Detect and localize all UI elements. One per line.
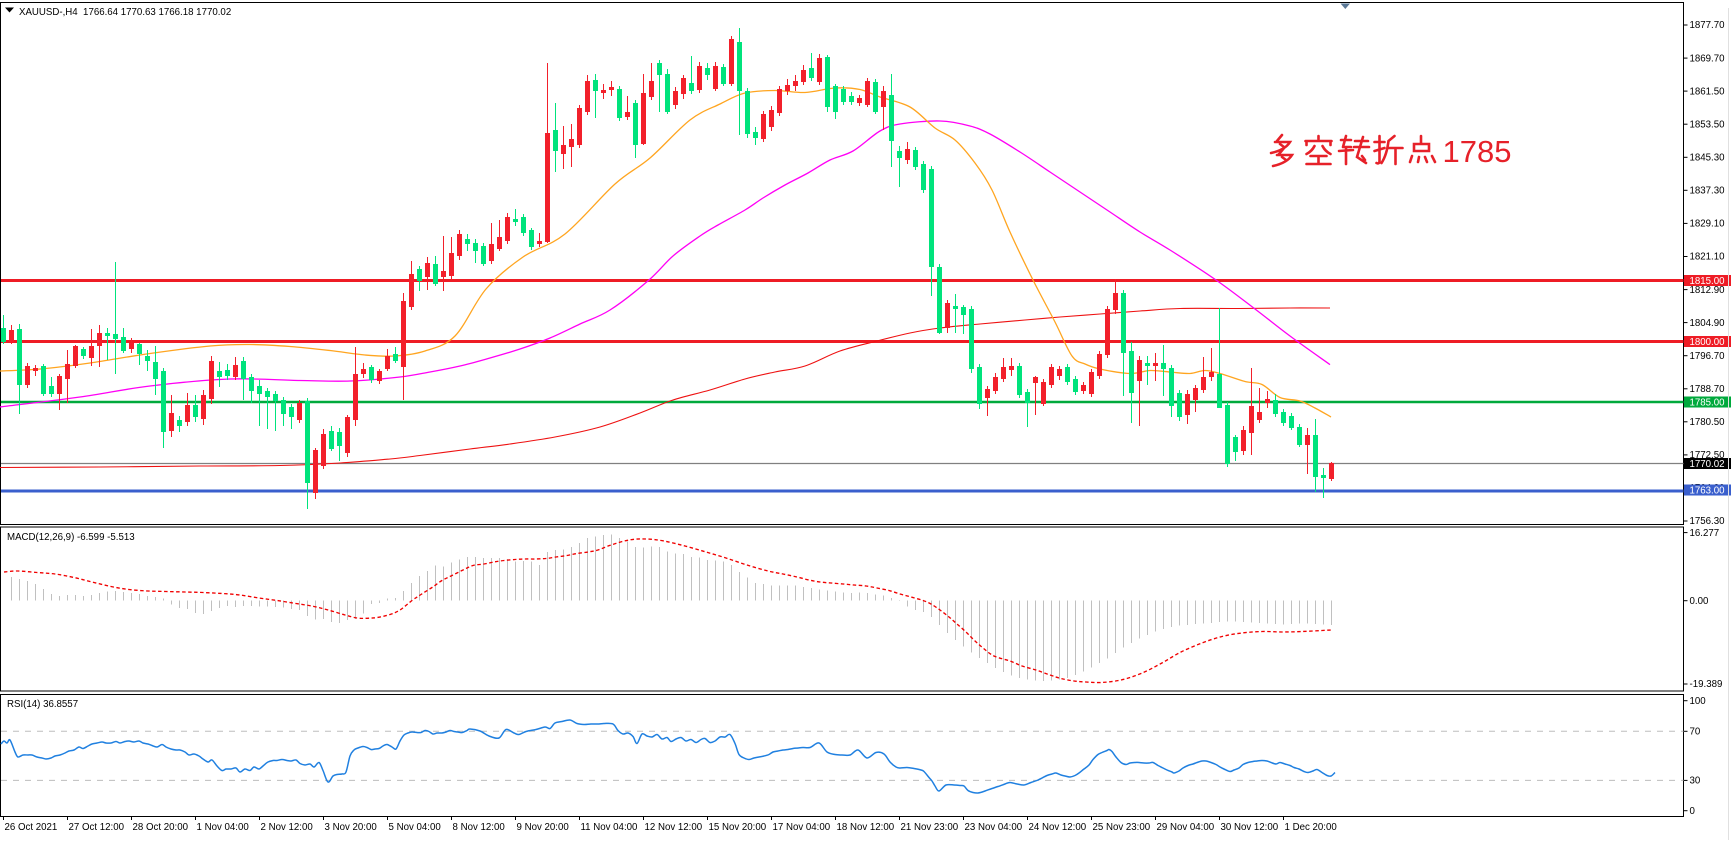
svg-text:1770.02: 1770.02 (1690, 459, 1725, 470)
svg-text:1763.00: 1763.00 (1690, 485, 1726, 496)
svg-text:11 Nov 04:00: 11 Nov 04:00 (581, 822, 639, 833)
svg-text:1804.90: 1804.90 (1690, 318, 1726, 329)
svg-text:1785.00: 1785.00 (1690, 397, 1726, 408)
svg-text:0: 0 (1690, 806, 1696, 817)
svg-text:1837.30: 1837.30 (1690, 186, 1726, 197)
svg-text:17 Nov 04:00: 17 Nov 04:00 (773, 822, 831, 833)
svg-text:1785: 1785 (1443, 134, 1512, 169)
svg-text:3 Nov 20:00: 3 Nov 20:00 (325, 822, 378, 833)
svg-text:26 Oct 2021: 26 Oct 2021 (5, 822, 58, 833)
svg-text:21 Nov 23:00: 21 Nov 23:00 (901, 822, 959, 833)
svg-text:XAUUSD-,H4 1766.64 1770.63 17: XAUUSD-,H4 1766.64 1770.63 1766.18 1770.… (19, 7, 231, 18)
svg-text:1796.70: 1796.70 (1690, 351, 1726, 362)
svg-text:27 Oct 12:00: 27 Oct 12:00 (69, 822, 125, 833)
svg-text:30: 30 (1690, 776, 1701, 787)
svg-text:9 Nov 20:00: 9 Nov 20:00 (517, 822, 570, 833)
svg-text:16.277: 16.277 (1690, 528, 1720, 539)
svg-text:15 Nov 20:00: 15 Nov 20:00 (709, 822, 767, 833)
svg-text:1800.00: 1800.00 (1690, 337, 1726, 348)
svg-text:1756.30: 1756.30 (1690, 516, 1726, 527)
svg-text:MACD(12,26,9) -6.599 -5.513: MACD(12,26,9) -6.599 -5.513 (7, 532, 135, 543)
svg-text:8 Nov 12:00: 8 Nov 12:00 (453, 822, 506, 833)
svg-text:28 Oct 20:00: 28 Oct 20:00 (133, 822, 189, 833)
svg-text:1 Nov 04:00: 1 Nov 04:00 (197, 822, 250, 833)
svg-text:1869.70: 1869.70 (1690, 53, 1726, 64)
svg-text:1 Dec 20:00: 1 Dec 20:00 (1285, 822, 1338, 833)
svg-text:29 Nov 04:00: 29 Nov 04:00 (1157, 822, 1215, 833)
svg-text:70: 70 (1690, 727, 1701, 738)
svg-text:1788.70: 1788.70 (1690, 384, 1726, 395)
svg-text:1821.10: 1821.10 (1690, 252, 1726, 263)
svg-text:1812.90: 1812.90 (1690, 285, 1726, 296)
svg-text:1861.50: 1861.50 (1690, 86, 1726, 97)
svg-text:1877.70: 1877.70 (1690, 20, 1726, 31)
svg-text:1815.00: 1815.00 (1690, 276, 1726, 287)
svg-text:24 Nov 12:00: 24 Nov 12:00 (1029, 822, 1087, 833)
svg-text:30 Nov 12:00: 30 Nov 12:00 (1221, 822, 1279, 833)
svg-text:25 Nov 23:00: 25 Nov 23:00 (1093, 822, 1151, 833)
svg-text:2 Nov 12:00: 2 Nov 12:00 (261, 822, 314, 833)
svg-text:23 Nov 04:00: 23 Nov 04:00 (965, 822, 1023, 833)
svg-text:1780.50: 1780.50 (1690, 417, 1726, 428)
svg-text:5 Nov 04:00: 5 Nov 04:00 (389, 822, 442, 833)
svg-text:1845.30: 1845.30 (1690, 153, 1726, 164)
svg-text:1853.50: 1853.50 (1690, 119, 1726, 130)
svg-text:-19.389: -19.389 (1690, 679, 1723, 690)
svg-text:18 Nov 12:00: 18 Nov 12:00 (837, 822, 895, 833)
svg-text:0.00: 0.00 (1690, 596, 1709, 607)
svg-text:RSI(14) 36.8557: RSI(14) 36.8557 (7, 699, 78, 710)
svg-text:12 Nov 12:00: 12 Nov 12:00 (645, 822, 703, 833)
svg-text:1829.10: 1829.10 (1690, 219, 1726, 230)
svg-text:100: 100 (1690, 696, 1707, 707)
svg-text:1772.50: 1772.50 (1690, 450, 1726, 461)
